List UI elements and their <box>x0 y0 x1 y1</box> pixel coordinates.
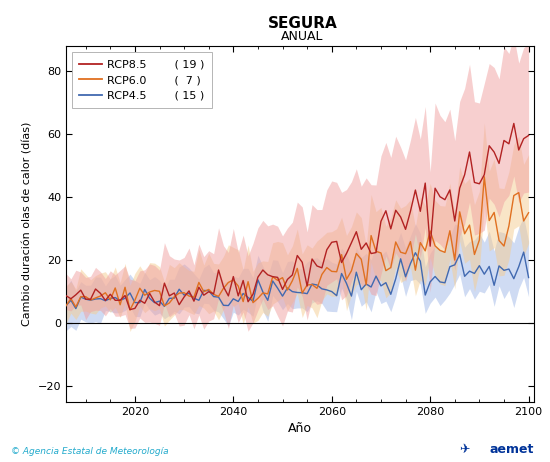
Text: © Agencia Estatal de Meteorología: © Agencia Estatal de Meteorología <box>11 448 169 456</box>
X-axis label: Año: Año <box>288 422 312 435</box>
Y-axis label: Cambio duración olas de calor (días): Cambio duración olas de calor (días) <box>22 122 32 326</box>
Text: ANUAL: ANUAL <box>281 30 324 43</box>
Legend: RCP8.5        ( 19 ), RCP6.0        (  7 ), RCP4.5        ( 15 ): RCP8.5 ( 19 ), RCP6.0 ( 7 ), RCP4.5 ( 15… <box>72 52 212 109</box>
Text: SEGURA: SEGURA <box>268 16 337 31</box>
Text: ✈: ✈ <box>460 444 470 456</box>
Text: aemet: aemet <box>489 444 534 456</box>
